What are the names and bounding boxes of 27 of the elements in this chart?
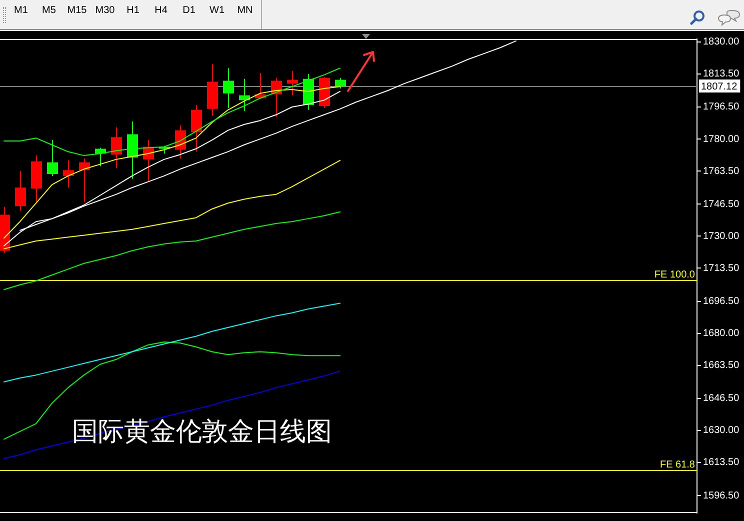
y-tick-label: 1596.50 — [703, 490, 740, 502]
y-tick-label: 1763.50 — [703, 166, 740, 177]
text: M1 — [13, 5, 29, 16]
y-tick-label: 1746.50 — [703, 198, 740, 210]
ref-line-label: FE 100.0 — [654, 269, 696, 280]
y-tick-label: 1696.50 — [703, 296, 740, 308]
y-tick-label: 1663.50 — [703, 360, 740, 372]
y-tick-label: 1680.00 — [703, 328, 740, 340]
y-tick-label: 1713.50 — [703, 262, 740, 274]
text: M30 — [94, 5, 116, 16]
y-tick-label: 1813.50 — [703, 68, 740, 80]
text: M5 — [41, 5, 57, 16]
y-tick-label: 1630.00 — [703, 425, 740, 436]
text: H1 — [126, 5, 140, 16]
ref-line-label: 1807.12 — [701, 81, 738, 92]
text: M15 — [66, 5, 88, 16]
text: H4 — [154, 5, 168, 16]
y-tick-label: 1796.50 — [703, 102, 740, 113]
text: MN — [236, 5, 254, 16]
text: W1 — [208, 5, 226, 16]
y-tick-label: 1646.50 — [703, 393, 740, 404]
y-tick-label: 1613.50 — [703, 457, 740, 468]
text: D1 — [182, 5, 196, 16]
y-tick-label: 1730.00 — [703, 230, 740, 242]
ref-line-label: FE 61.8 — [660, 459, 696, 470]
y-tick-label: 1780.00 — [703, 134, 740, 145]
y-tick-label: 1830.00 — [703, 36, 740, 48]
